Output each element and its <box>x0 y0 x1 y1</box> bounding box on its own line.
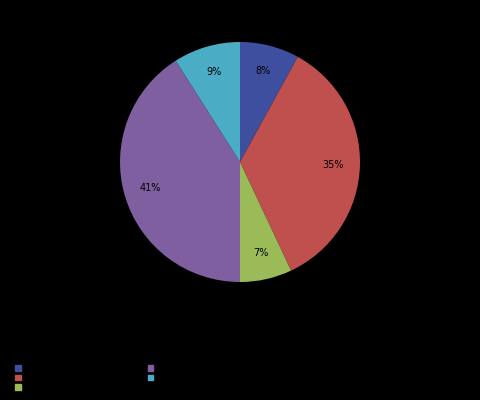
Legend: Labor & Workforce Development, Career Services, Labor Standards, Industrial Acci: Labor & Workforce Development, Career Se… <box>13 363 311 392</box>
Wedge shape <box>240 42 298 162</box>
Text: 41%: 41% <box>139 183 161 193</box>
Text: 7%: 7% <box>253 248 268 258</box>
Text: 9%: 9% <box>206 67 221 77</box>
Wedge shape <box>240 57 360 270</box>
Text: 35%: 35% <box>323 160 344 170</box>
Wedge shape <box>240 162 291 282</box>
Wedge shape <box>120 61 240 282</box>
Text: 8%: 8% <box>256 66 271 76</box>
Wedge shape <box>176 42 240 162</box>
